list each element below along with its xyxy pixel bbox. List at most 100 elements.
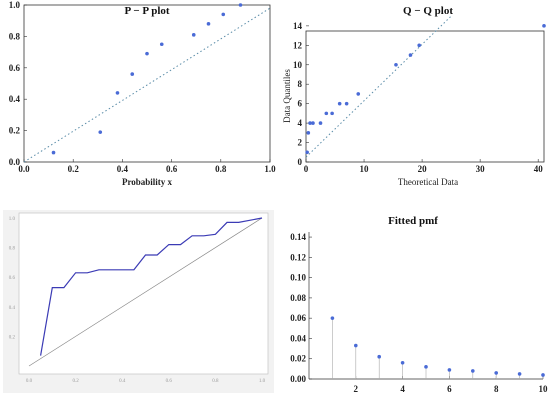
pp-plot-panel: P − P plot Probability x 0.0 0.2 0.4 0.6 0.8… xyxy=(9,0,276,187)
qq-ytick-label: 0 xyxy=(298,157,303,167)
pp-point xyxy=(238,3,243,7)
pp-point xyxy=(206,22,211,26)
pmf-point xyxy=(400,360,405,365)
pmf-ytick-label: 0.00 xyxy=(290,374,306,384)
ecdf-ytick-label: 1.0 xyxy=(9,217,16,222)
ecdf-ytick-label: 0.6 xyxy=(9,276,16,281)
qq-point xyxy=(356,92,361,96)
pmf-xtick-label: 8 xyxy=(494,384,499,394)
pp-xtick-label: 0.8 xyxy=(215,164,227,174)
pp-point xyxy=(191,33,196,37)
qq-point xyxy=(318,121,323,125)
qq-reference-line xyxy=(305,15,452,158)
ecdf-panel: 0.0 0.2 0.4 0.6 0.8 1.0 0.2 0.4 0.6 0.8 1.0 xyxy=(3,210,274,393)
pmf-ytick-label: 0.14 xyxy=(290,232,306,242)
qq-xtick-label: 40 xyxy=(534,164,544,174)
pp-xtick-label: 1.0 xyxy=(264,164,276,174)
pmf-ytick-label: 0.04 xyxy=(290,333,306,343)
qq-point xyxy=(417,43,421,48)
pmf-point xyxy=(471,369,475,373)
pp-point xyxy=(51,150,56,155)
qq-ytick-label: 12 xyxy=(293,40,303,50)
pp-xtick-label: 0.0 xyxy=(18,164,30,174)
qq-ytick-label: 8 xyxy=(298,79,303,89)
ecdf-xtick-label: 0.0 xyxy=(26,379,33,384)
pmf-point xyxy=(330,316,335,320)
ecdf-xtick-label: 0.6 xyxy=(166,379,173,384)
ecdf-xtick-label: 0.8 xyxy=(212,379,219,384)
qq-point xyxy=(305,150,309,155)
ecdf-ytick-label: 0.2 xyxy=(9,335,16,340)
ecdf-xtick-label: 0.4 xyxy=(119,379,126,384)
pp-xtick-label: 0.4 xyxy=(117,164,129,174)
pp-point xyxy=(145,51,149,56)
qq-xtick-label: 0 xyxy=(304,164,309,174)
pmf-xtick-label: 2 xyxy=(354,384,359,394)
pp-point xyxy=(159,42,164,47)
qq-point xyxy=(330,111,334,116)
pmf-xtick-label: 10 xyxy=(539,384,549,394)
pp-plot-title: P − P plot xyxy=(124,5,169,17)
qq-point xyxy=(324,111,329,116)
pmf-ytick-label: 0.08 xyxy=(290,293,306,303)
fitted-pmf-panel: Fitted pmf 2 4 6 8 10 0.00 0.02 0.04 0.06 0.08 0.1… xyxy=(290,215,548,394)
ecdf-xtick-label: 1.0 xyxy=(259,379,266,384)
pmf-point xyxy=(494,371,499,375)
qq-plot-ylabel: Data Quantiles xyxy=(282,69,292,123)
qq-plot-frame xyxy=(305,30,545,163)
qq-xtick-label: 30 xyxy=(476,164,486,174)
pp-ytick-label: 0.2 xyxy=(9,126,21,136)
qq-plot-xlabel: Theoretical Data xyxy=(398,177,458,187)
pp-plot-xlabel: Probability x xyxy=(122,177,173,187)
pmf-ytick-label: 0.10 xyxy=(290,273,306,283)
pp-ytick-label: 0.8 xyxy=(9,31,21,41)
qq-ytick-label: 10 xyxy=(293,60,303,70)
pmf-point xyxy=(517,372,522,376)
pmf-ytick-label: 0.02 xyxy=(290,354,306,364)
pp-point xyxy=(130,72,135,76)
pmf-point xyxy=(377,354,382,359)
qq-xtick-label: 10 xyxy=(360,164,370,174)
qq-point xyxy=(344,101,349,106)
pp-ytick-label: 1.0 xyxy=(9,0,21,10)
pp-plot-frame xyxy=(23,4,271,163)
pp-ytick-label: 0.0 xyxy=(9,157,21,167)
pp-xtick-label: 0.6 xyxy=(166,164,178,174)
qq-plot-title: Q − Q plot xyxy=(403,5,453,17)
qq-point xyxy=(408,53,413,57)
fitted-pmf-title: Fitted pmf xyxy=(388,215,438,227)
pmf-xtick-label: 4 xyxy=(400,384,405,394)
ecdf-ytick-label: 0.8 xyxy=(9,247,16,252)
qq-ytick-label: 4 xyxy=(298,118,303,128)
qq-plot-panel: Q − Q plot Theoretical Data Data Quantil… xyxy=(282,5,546,187)
pmf-xtick-label: 6 xyxy=(447,384,452,394)
pp-ytick-label: 0.6 xyxy=(9,63,21,73)
pmf-point xyxy=(354,343,358,348)
pp-point xyxy=(221,12,226,17)
pp-point xyxy=(98,130,103,134)
pmf-ytick-label: 0.12 xyxy=(290,252,306,262)
qq-ytick-label: 6 xyxy=(298,99,303,109)
pmf-point xyxy=(541,373,545,377)
pmf-ytick-label: 0.06 xyxy=(290,313,306,323)
pp-xtick-label: 0.2 xyxy=(68,164,80,174)
qq-point xyxy=(394,62,398,67)
pmf-point xyxy=(447,368,452,372)
qq-point xyxy=(306,131,311,135)
pmf-point xyxy=(424,365,428,369)
ecdf-diagonal-line xyxy=(28,217,263,367)
pp-ytick-label: 0.4 xyxy=(9,94,21,104)
qq-ytick-label: 2 xyxy=(298,138,303,148)
qq-point xyxy=(311,121,315,125)
qq-point xyxy=(542,24,546,28)
pp-reference-line xyxy=(23,7,271,163)
qq-point xyxy=(308,121,312,125)
qq-xtick-label: 20 xyxy=(418,164,428,174)
qq-ytick-label: 14 xyxy=(293,21,303,31)
ecdf-xtick-label: 0.2 xyxy=(72,379,79,384)
ecdf-step-line xyxy=(40,217,263,356)
qq-point xyxy=(337,101,342,106)
pp-point xyxy=(115,91,120,95)
ecdf-ytick-label: 0.4 xyxy=(9,306,16,311)
